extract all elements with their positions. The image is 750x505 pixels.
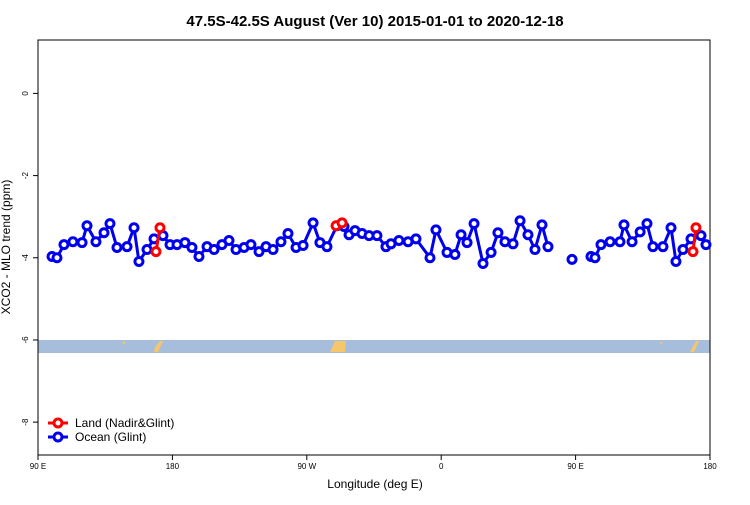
series-point — [468, 218, 480, 230]
series-point — [695, 230, 707, 242]
series-point — [647, 241, 659, 253]
series-point — [449, 248, 461, 260]
legend-marker — [52, 417, 64, 429]
series-point — [626, 236, 638, 248]
series-point — [321, 241, 333, 253]
y-tick-label: 0 — [21, 91, 30, 96]
series-point — [618, 219, 630, 231]
series-point — [507, 238, 519, 250]
series-point — [665, 222, 677, 234]
x-tick-label: 90 W — [297, 462, 316, 471]
legend-label: Land (Nadir&Glint) — [75, 416, 174, 430]
series-point — [267, 244, 279, 256]
series-point — [104, 218, 116, 230]
series-point — [51, 252, 63, 264]
series-point — [566, 253, 578, 265]
series-point — [536, 219, 548, 231]
series-point — [485, 246, 497, 258]
series-point — [154, 222, 166, 234]
series-point — [371, 230, 383, 242]
series-point — [76, 237, 88, 249]
series-point — [179, 237, 191, 249]
x-tick-label: 90 E — [567, 462, 583, 471]
series-point — [336, 217, 348, 229]
series-point — [410, 233, 422, 245]
series-point — [461, 237, 473, 249]
series-point — [604, 236, 616, 248]
series-point — [529, 244, 541, 256]
series-point — [275, 236, 287, 248]
series-point — [690, 222, 702, 234]
series-point — [121, 241, 133, 253]
x-tick-label: 0 — [439, 462, 444, 471]
series-point — [186, 242, 198, 253]
y-axis-label: XCO2 - MLO trend (ppm) — [0, 180, 13, 315]
series-point — [98, 227, 110, 239]
series-point — [253, 246, 265, 258]
series-point — [542, 241, 554, 253]
series-point — [67, 236, 79, 248]
series-point — [477, 258, 489, 270]
land-mask-band — [38, 340, 710, 353]
series-point — [522, 229, 534, 241]
legend-label: Ocean (Glint) — [75, 430, 146, 444]
series-point — [393, 235, 405, 247]
series-point — [58, 239, 70, 251]
land-mask-marks — [122, 341, 699, 352]
plot-frame — [37, 39, 711, 456]
series-point — [670, 255, 682, 267]
series-point — [589, 252, 601, 264]
series-point — [307, 217, 319, 229]
series-point — [245, 239, 257, 251]
y-tick-label: -2 — [21, 171, 30, 179]
series-point — [297, 239, 309, 251]
series-point — [208, 244, 220, 256]
series-point — [133, 255, 145, 267]
x-tick-label: 180 — [703, 462, 717, 471]
chart-title: 47.5S-42.5S August (Ver 10) 2015-01-01 t… — [186, 13, 563, 30]
series-point — [282, 228, 294, 240]
series-point — [595, 239, 607, 251]
y-tick-label: -8 — [21, 418, 30, 426]
series-point — [700, 239, 712, 251]
x-axis-label: Longitude (deg E) — [327, 477, 422, 491]
series-point — [677, 244, 689, 256]
series-point — [641, 218, 653, 230]
series-point — [111, 242, 123, 253]
series-point — [141, 244, 153, 256]
series-point — [128, 222, 140, 234]
series-point — [424, 252, 436, 264]
y-tick-label: -6 — [21, 336, 30, 344]
y-tick-label: -4 — [21, 254, 30, 262]
x-tick-label: 90 E — [30, 462, 46, 471]
legend-marker — [52, 431, 64, 443]
series-point — [193, 251, 205, 263]
series-point — [657, 241, 669, 253]
series-point — [687, 246, 699, 258]
series-point — [614, 236, 626, 248]
series-point — [455, 229, 467, 241]
series-point — [430, 224, 442, 236]
series-point — [634, 226, 646, 238]
series-point — [81, 220, 93, 232]
series-point — [492, 227, 504, 239]
series-point — [150, 246, 162, 258]
series-point — [90, 236, 102, 248]
series-point — [514, 215, 526, 227]
series-point — [223, 235, 235, 247]
x-tick-label: 180 — [166, 462, 180, 471]
